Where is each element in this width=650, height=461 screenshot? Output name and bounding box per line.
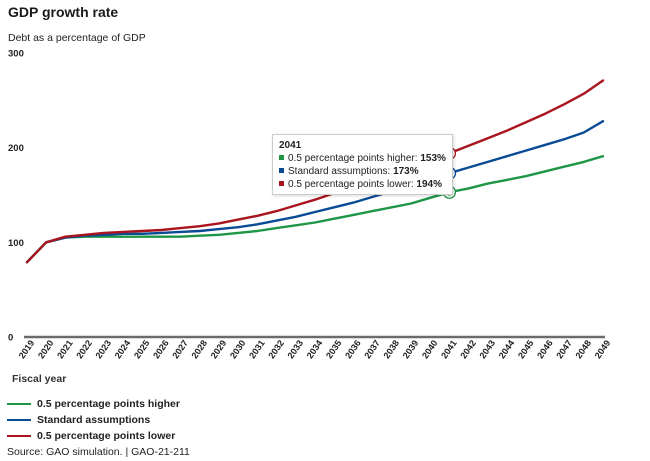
x-tick-label: 2020 [36, 338, 56, 360]
tooltip-swatch-lower [279, 180, 284, 186]
tooltip-value: 153% [420, 153, 446, 164]
x-tick-label: 2042 [458, 338, 478, 360]
tooltip-swatch-higher [279, 154, 284, 160]
chart-title: GDP growth rate [8, 4, 119, 20]
x-axis-ticks: 2019 2020 2021 2022 2023 2024 2025 2026 2027 2028… [17, 338, 613, 360]
tooltip-swatch-standard [279, 167, 284, 173]
x-axis-label: Fiscal year [12, 373, 67, 385]
series-lines [25, 79, 605, 264]
x-tick-label: 2049 [593, 338, 613, 360]
chart-legend: 0.5 percentage points higher Standard as… [7, 396, 180, 444]
series-line [25, 154, 605, 264]
y-tick-label: 100 [8, 238, 24, 249]
x-tick-label: 2023 [94, 338, 114, 360]
legend-item-standard[interactable]: Standard assumptions [7, 412, 180, 428]
x-tick-label: 2024 [113, 338, 133, 360]
x-tick-label: 2032 [266, 338, 286, 360]
x-tick-label: 2031 [247, 338, 267, 360]
y-tick-label: 0 [8, 333, 13, 344]
x-tick-label: 2030 [228, 338, 248, 360]
x-tick-label: 2040 [420, 338, 440, 360]
x-tick-label: 2034 [305, 338, 325, 360]
y-tick-label: 200 [8, 143, 24, 154]
x-tick-label: 2038 [382, 338, 402, 360]
x-tick-label: 2041 [439, 338, 459, 360]
x-tick-label: 2026 [151, 338, 171, 360]
x-tick-label: 2047 [554, 338, 574, 360]
legend-item-higher[interactable]: 0.5 percentage points higher [7, 396, 180, 412]
x-tick-label: 2025 [132, 338, 152, 360]
legend-swatch-standard [7, 419, 31, 421]
legend-label: 0.5 percentage points higher [37, 398, 180, 410]
x-tick-label: 2039 [401, 338, 421, 360]
x-tick-label: 2044 [497, 338, 517, 360]
y-axis-label: Debt as a percentage of GDP [8, 32, 146, 44]
source-note: Source: GAO simulation. | GAO-21-211 [7, 446, 190, 458]
x-tick-label: 2022 [74, 338, 94, 360]
x-tick-label: 2043 [478, 338, 498, 360]
x-tick-label: 2021 [55, 338, 75, 360]
legend-swatch-lower [7, 435, 31, 437]
x-tick-label: 2046 [535, 338, 555, 360]
tooltip-value: 173% [393, 166, 419, 177]
tooltip-row-lower: 0.5 percentage points lower: 194% [279, 178, 446, 191]
x-tick-label: 2028 [190, 338, 210, 360]
tooltip-value: 194% [416, 179, 442, 190]
tooltip-label: 0.5 percentage points lower: [288, 179, 414, 190]
series-line [25, 79, 605, 264]
hover-tooltip: 2041 0.5 percentage points higher: 153% … [272, 134, 453, 195]
x-tick-label: 2036 [343, 338, 363, 360]
legend-label: Standard assumptions [37, 414, 151, 426]
legend-item-lower[interactable]: 0.5 percentage points lower [7, 428, 180, 444]
x-tick-label: 2045 [516, 338, 536, 360]
x-tick-label: 2035 [324, 338, 344, 360]
tooltip-row-higher: 0.5 percentage points higher: 153% [279, 152, 446, 165]
x-tick-label: 2033 [286, 338, 306, 360]
x-tick-label: 2029 [209, 338, 229, 360]
x-tick-label: 2019 [17, 338, 37, 360]
x-tick-label: 2048 [574, 338, 594, 360]
y-tick-label: 300 [8, 49, 24, 60]
legend-swatch-higher [7, 403, 31, 405]
tooltip-label: 0.5 percentage points higher: [288, 153, 418, 164]
tooltip-row-standard: Standard assumptions: 173% [279, 165, 446, 178]
x-tick-label: 2037 [362, 338, 382, 360]
x-tick-label: 2027 [170, 338, 190, 360]
tooltip-label: Standard assumptions: [288, 166, 391, 177]
y-axis-ticks: 0 100 200 300 [8, 49, 24, 344]
legend-label: 0.5 percentage points lower [37, 430, 176, 442]
tooltip-year: 2041 [279, 140, 302, 151]
series-line [25, 119, 605, 264]
